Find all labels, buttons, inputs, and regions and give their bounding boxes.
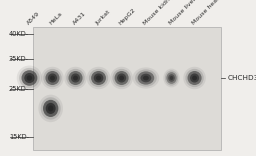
Ellipse shape — [89, 69, 108, 87]
Ellipse shape — [91, 71, 106, 85]
Text: 35KD-: 35KD- — [9, 56, 29, 62]
Ellipse shape — [19, 68, 40, 88]
Ellipse shape — [46, 71, 59, 85]
Ellipse shape — [110, 67, 133, 89]
Ellipse shape — [50, 76, 55, 80]
Text: Mouse kidney: Mouse kidney — [142, 0, 177, 26]
Text: Mouse heart: Mouse heart — [191, 0, 222, 26]
Ellipse shape — [190, 73, 199, 83]
Ellipse shape — [138, 71, 154, 85]
Ellipse shape — [43, 69, 62, 87]
Ellipse shape — [141, 74, 151, 82]
Text: HeLa: HeLa — [49, 11, 64, 26]
Ellipse shape — [94, 73, 103, 83]
Ellipse shape — [68, 71, 82, 85]
Ellipse shape — [64, 67, 87, 89]
Ellipse shape — [38, 95, 63, 122]
Ellipse shape — [41, 67, 64, 89]
Ellipse shape — [24, 73, 35, 83]
Text: Jurkat: Jurkat — [95, 9, 112, 26]
Ellipse shape — [73, 76, 78, 80]
Ellipse shape — [143, 76, 149, 80]
Ellipse shape — [133, 67, 159, 89]
Ellipse shape — [119, 76, 124, 80]
Ellipse shape — [192, 76, 197, 80]
Ellipse shape — [168, 74, 175, 82]
Ellipse shape — [183, 67, 206, 89]
Text: 25KD-: 25KD- — [9, 86, 29, 92]
Ellipse shape — [163, 69, 180, 87]
Ellipse shape — [22, 70, 37, 86]
Ellipse shape — [187, 71, 202, 85]
Text: A549: A549 — [26, 11, 41, 26]
Ellipse shape — [112, 69, 131, 87]
Ellipse shape — [96, 76, 101, 80]
Ellipse shape — [48, 105, 54, 111]
Text: CHCHD3: CHCHD3 — [228, 75, 256, 81]
Ellipse shape — [48, 73, 57, 83]
Text: 15KD-: 15KD- — [9, 134, 29, 140]
Ellipse shape — [185, 69, 204, 87]
Text: HepG2: HepG2 — [118, 7, 137, 26]
Ellipse shape — [66, 69, 85, 87]
Ellipse shape — [135, 69, 157, 87]
Ellipse shape — [87, 67, 110, 89]
Ellipse shape — [114, 71, 129, 85]
Ellipse shape — [46, 103, 56, 114]
Ellipse shape — [17, 66, 42, 90]
Text: Mouse liver: Mouse liver — [168, 0, 197, 26]
Ellipse shape — [166, 72, 177, 84]
Text: A431: A431 — [72, 11, 87, 26]
Ellipse shape — [71, 73, 80, 83]
Ellipse shape — [43, 100, 58, 117]
Ellipse shape — [165, 70, 178, 86]
FancyBboxPatch shape — [33, 27, 221, 150]
Ellipse shape — [117, 73, 126, 83]
Ellipse shape — [170, 76, 173, 80]
Ellipse shape — [27, 75, 32, 81]
Ellipse shape — [41, 97, 61, 119]
Text: 40KD-: 40KD- — [9, 31, 29, 37]
